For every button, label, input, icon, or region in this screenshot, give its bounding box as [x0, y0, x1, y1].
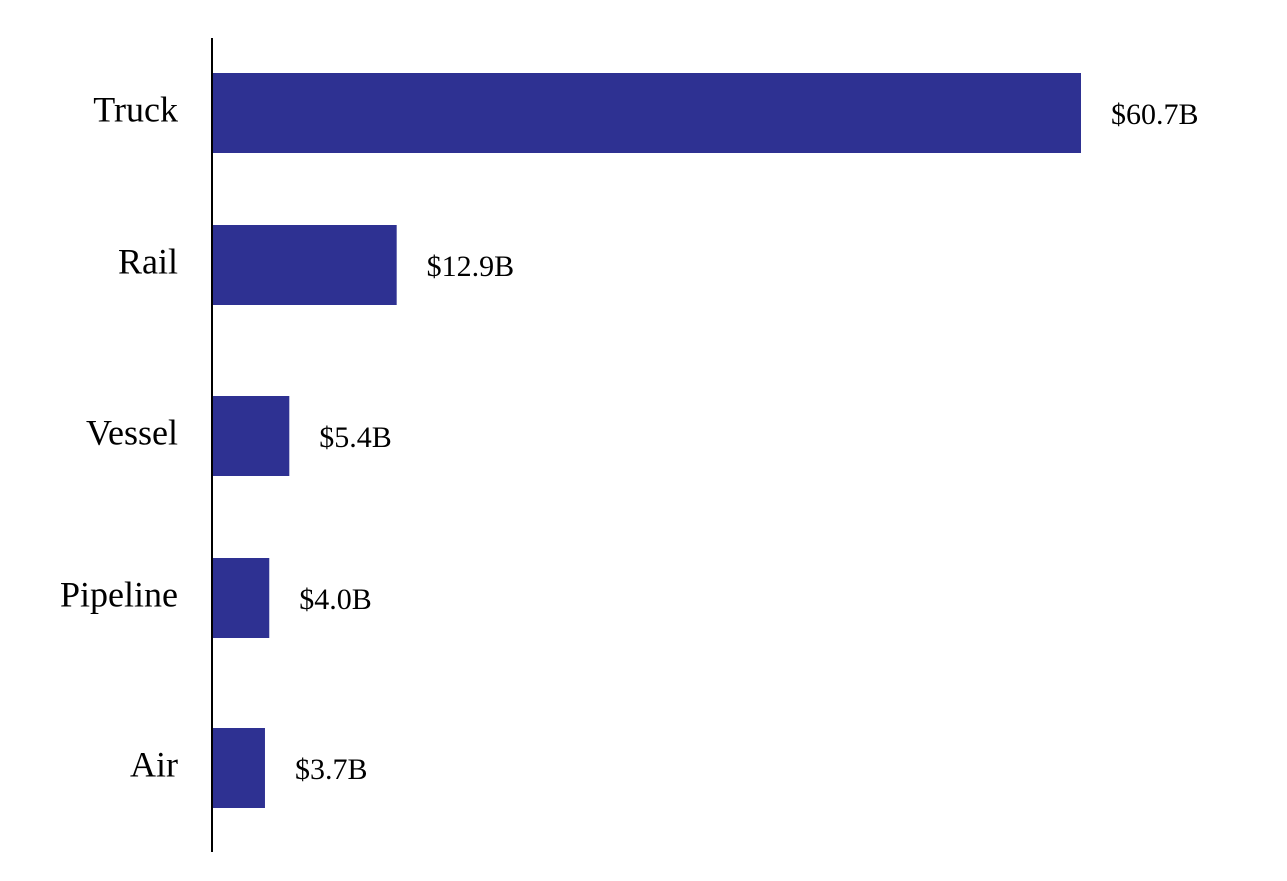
value-label-pipeline: $4.0B — [299, 583, 372, 616]
bar-vessel — [212, 396, 290, 476]
bar-rail — [212, 225, 397, 305]
value-label-vessel: $5.4B — [319, 421, 392, 454]
value-label-air: $3.7B — [295, 753, 368, 786]
category-label-truck: Truck — [93, 89, 178, 129]
value-label-truck: $60.7B — [1111, 98, 1199, 131]
bar-air — [212, 728, 265, 808]
bars-layer — [212, 73, 1081, 808]
category-label-pipeline: Pipeline — [60, 574, 178, 614]
bar-pipeline — [212, 558, 270, 638]
value-label-rail: $12.9B — [427, 250, 515, 283]
labels-layer: Truck $60.7B Rail $12.9B Vessel $5.4B Pipeline… — [60, 89, 1199, 786]
category-label-vessel: Vessel — [86, 412, 178, 452]
category-label-rail: Rail — [118, 241, 178, 281]
category-label-air: Air — [130, 744, 178, 784]
bar-truck — [212, 73, 1081, 153]
